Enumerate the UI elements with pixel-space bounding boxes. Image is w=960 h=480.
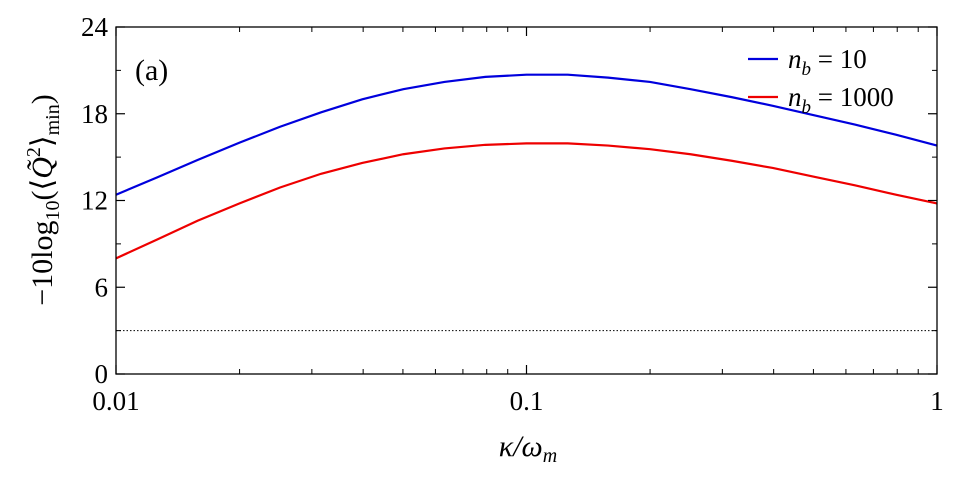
legend-label-nb-1000: nb = 1000 bbox=[788, 82, 894, 118]
y-tick-label: 18 bbox=[81, 99, 108, 129]
series-line-0 bbox=[115, 73, 938, 196]
y-tick-label: 6 bbox=[95, 272, 109, 302]
x-tick-label: 1 bbox=[930, 386, 944, 416]
x-tick-label: 0.01 bbox=[92, 386, 139, 416]
x-axis-label: κ/ωm bbox=[499, 430, 557, 467]
panel-label: (a) bbox=[135, 54, 168, 87]
legend-label-nb-10: nb = 10 bbox=[788, 44, 867, 80]
y-tick-label: 0 bbox=[95, 359, 109, 389]
y-tick-label: 24 bbox=[81, 12, 109, 42]
y-tick-label: 12 bbox=[81, 186, 108, 216]
plot-frame bbox=[115, 26, 938, 375]
legend: nb = 10 nb = 1000 bbox=[748, 44, 894, 118]
x-tick-label: 0.1 bbox=[510, 386, 544, 416]
series-line-1 bbox=[115, 142, 938, 260]
y-axis-label: −10log10(⟨Q̃2⟩min) bbox=[23, 94, 64, 305]
